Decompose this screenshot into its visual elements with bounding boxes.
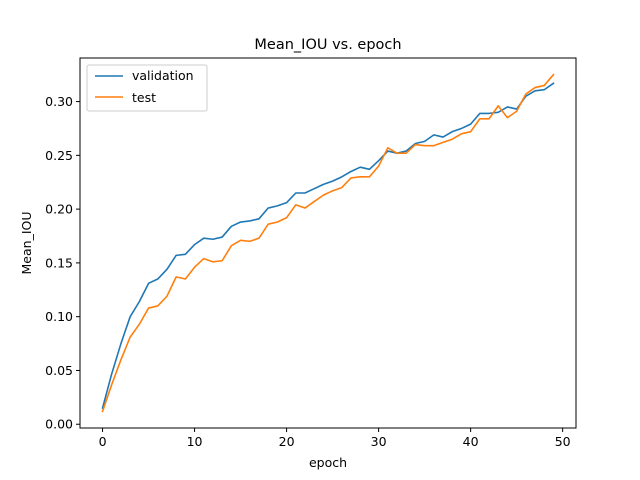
x-axis-label: epoch xyxy=(309,455,347,470)
y-tick-label: 0.20 xyxy=(45,202,73,217)
x-tick-label: 10 xyxy=(187,434,203,449)
x-tick-label: 50 xyxy=(555,434,571,449)
y-tick-label: 0.10 xyxy=(45,309,73,324)
y-tick-label: 0.00 xyxy=(45,417,73,432)
x-tick-label: 20 xyxy=(279,434,295,449)
x-tick-label: 30 xyxy=(371,434,387,449)
chart-title: Mean_IOU vs. epoch xyxy=(254,37,401,53)
legend-label-test: test xyxy=(132,90,156,105)
axes-frame xyxy=(79,57,577,429)
y-tick-label: 0.25 xyxy=(45,148,73,163)
y-axis-label: Mean_IOU xyxy=(19,212,34,275)
legend-label-validation: validation xyxy=(132,68,194,83)
y-tick-label: 0.05 xyxy=(45,363,73,378)
y-tick-label: 0.30 xyxy=(45,94,73,109)
series-line-test xyxy=(101,73,555,413)
plot-area: 0 10 20 30 40 50 0.00 0.05 0.10 0.15 0.20 0.25 0.30 xyxy=(45,73,571,449)
x-tick-label: 40 xyxy=(463,434,479,449)
series-line-validation xyxy=(101,82,555,410)
legend: validation test xyxy=(86,64,208,112)
x-tick-label: 0 xyxy=(99,434,107,449)
y-tick-label: 0.15 xyxy=(45,255,73,270)
